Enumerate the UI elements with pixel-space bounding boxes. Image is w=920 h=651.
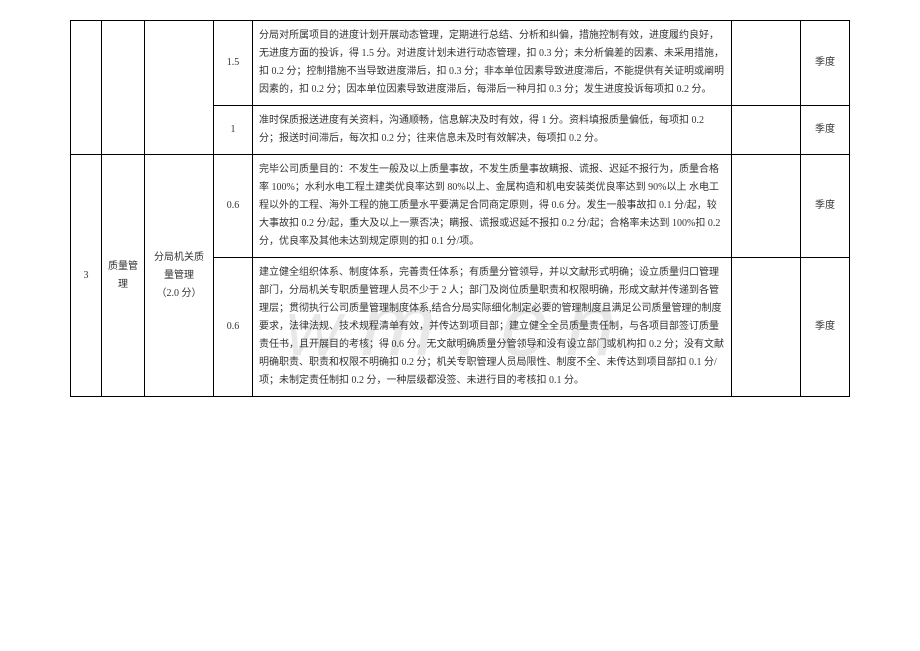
cell-score: 1 <box>214 106 253 155</box>
cell-score: 0.6 <box>214 155 253 258</box>
subcat-line2: 量管理 <box>149 267 209 285</box>
cell-desc: 准时保质报送进度有关资料，沟通顺畅，信息解决及时有效，得 1 分。资料填报质量偏… <box>253 106 732 155</box>
cell-blank <box>732 258 801 397</box>
cell-index: 3 <box>71 155 102 397</box>
cell-blank <box>732 106 801 155</box>
cell-period: 季度 <box>801 21 850 106</box>
cell-sub-blank <box>145 21 214 155</box>
table-row: 1.5 分局对所属项目的进度计划开展动态管理，定期进行总结、分析和纠偏，措施控制… <box>71 21 850 106</box>
cell-subcategory: 分局机关质 量管理 （2.0 分） <box>145 155 214 397</box>
cell-idx-blank <box>71 21 102 155</box>
cell-blank <box>732 21 801 106</box>
cell-desc: 完毕公司质量目的：不发生一般及以上质量事故，不发生质量事故瞒报、谎报、迟延不报行… <box>253 155 732 258</box>
subcat-line1: 分局机关质 <box>149 249 209 267</box>
cell-category: 质量管理 <box>102 155 145 397</box>
cell-period: 季度 <box>801 106 850 155</box>
cell-period: 季度 <box>801 258 850 397</box>
category-text: 质量管理 <box>108 261 138 290</box>
cell-desc: 建立健全组织体系、制度体系，完善责任体系；有质量分管领导，并以文献形式明确；设立… <box>253 258 732 397</box>
subcat-line3: （2.0 分） <box>149 285 209 303</box>
cell-cat-blank <box>102 21 145 155</box>
cell-score: 1.5 <box>214 21 253 106</box>
cell-blank <box>732 155 801 258</box>
cell-period: 季度 <box>801 155 850 258</box>
cell-score: 0.6 <box>214 258 253 397</box>
assessment-table: 1.5 分局对所属项目的进度计划开展动态管理，定期进行总结、分析和纠偏，措施控制… <box>70 20 850 397</box>
table-row: 3 质量管理 分局机关质 量管理 （2.0 分） 0.6 完毕公司质量目的：不发… <box>71 155 850 258</box>
cell-desc: 分局对所属项目的进度计划开展动态管理，定期进行总结、分析和纠偏，措施控制有效，进… <box>253 21 732 106</box>
